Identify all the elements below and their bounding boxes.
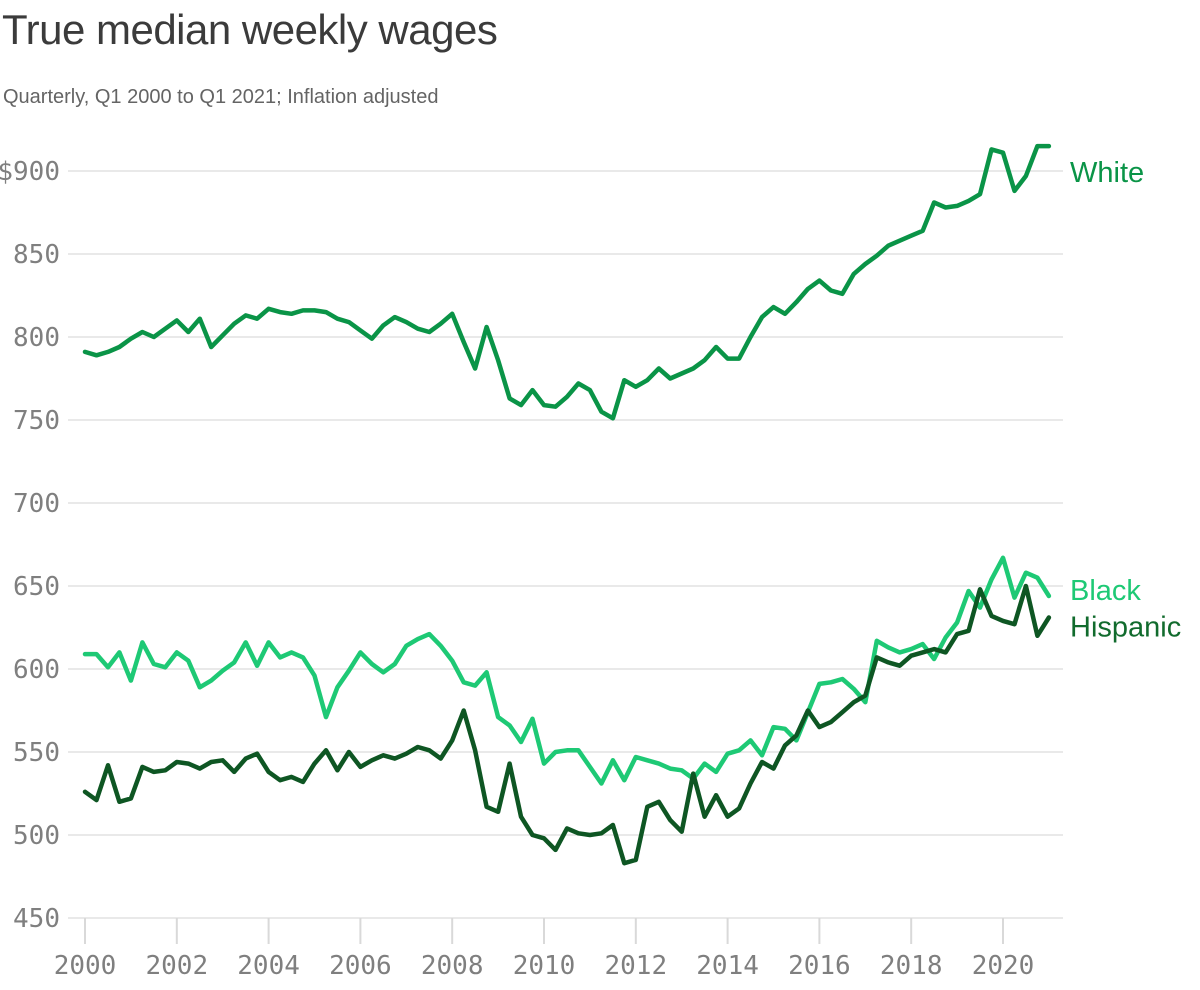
x-axis-tick-label: 2006 [329,951,392,981]
page-subtitle: Quarterly, Q1 2000 to Q1 2021; Inflation… [3,86,439,108]
x-axis-tick-label: 2020 [972,951,1035,981]
y-axis-tick-label: 550 [13,738,60,768]
series-label-white: White [1070,157,1144,189]
y-axis-tick-label: 450 [13,904,60,934]
series-label-hispanic: Hispanic [1070,612,1181,644]
y-axis-tick-label: 800 [13,323,60,353]
x-axis-tick-label: 2002 [145,951,208,981]
series-line-white [82,143,1052,421]
x-axis-tick-label: 2014 [696,951,759,981]
y-axis-tick-label: $900 [0,157,60,187]
y-axis-tick-label: 700 [13,489,60,519]
x-axis-tick-label: 2010 [513,951,576,981]
series-line-black [82,555,1052,786]
page-title: True median weekly wages [2,6,498,53]
x-axis-tick-label: 2016 [788,951,851,981]
series-label-black: Black [1070,575,1141,607]
y-axis-tick-label: 750 [13,406,60,436]
y-axis-tick-label: 650 [13,572,60,602]
x-axis-tick-label: 2008 [421,951,484,981]
x-axis-tick-label: 2004 [237,951,300,981]
series-line-hispanic [82,583,1052,866]
y-axis-tick-label: 500 [13,821,60,851]
x-axis-tick-label: 2018 [880,951,943,981]
y-axis-tick-label: 850 [13,240,60,270]
x-axis-tick-label: 2012 [604,951,667,981]
x-axis-tick-label: 2000 [54,951,117,981]
y-axis-tick-label: 600 [13,655,60,685]
